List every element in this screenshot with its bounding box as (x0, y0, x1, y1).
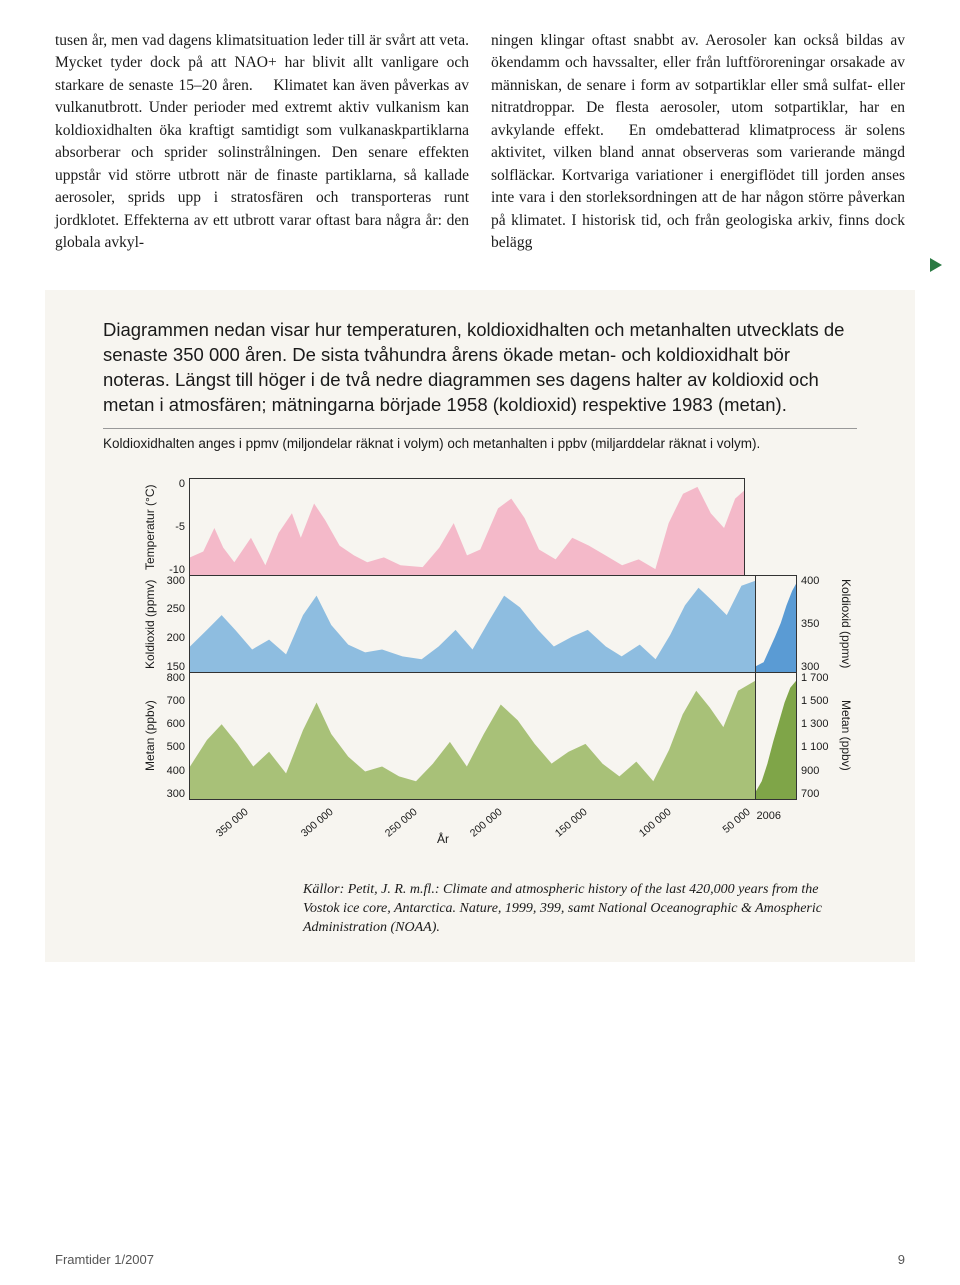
figure-block: Diagrammen nedan visar hur temperaturen,… (45, 290, 915, 963)
x-modern-year: 2006 (757, 810, 781, 822)
ch4-plot (189, 672, 755, 800)
figure-source: Källor: Petit, J. R. m.fl.: Climate and … (303, 881, 857, 938)
continue-arrow-icon (930, 258, 942, 272)
charts: Temperatur (°C) 0 -5 -10 Koldioxid (ppmv… (139, 478, 857, 846)
ch4-modern-box (755, 672, 797, 800)
figure-caption-main: Diagrammen nedan visar hur temperaturen,… (103, 318, 857, 418)
co2-yticks: 300 250 200 150 (161, 575, 189, 673)
co2-plot (189, 575, 755, 673)
ch4-right-label: Metan (ppbv) (835, 672, 857, 800)
x-ticks: 350 000 300 000 250 000 200 000 150 000 … (205, 806, 745, 818)
temp-yticks: 0 -5 -10 (161, 478, 189, 576)
footer-journal: Framtider 1/2007 (55, 1252, 154, 1267)
co2-right-ticks: 400 350 300 (797, 575, 835, 673)
temp-ylabel: Temperatur (°C) (139, 478, 161, 576)
ch4-yticks: 800 700 600 500 400 300 (161, 672, 189, 800)
x-label: År (139, 832, 747, 846)
body-text-columns: tusen år, men vad dagens klimatsituation… (55, 30, 905, 255)
page-footer: Framtider 1/2007 9 (55, 1252, 905, 1267)
column-right: ningen klingar oftast snabbt av. Aerosol… (491, 30, 905, 255)
ch4-right-ticks: 1 700 1 500 1 300 1 100 900 700 (797, 672, 835, 800)
ch4-ylabel: Metan (ppbv) (139, 672, 161, 800)
chart-co2: Koldioxid (ppmv) 300 250 200 150 400 350 (139, 575, 857, 673)
footer-page-number: 9 (898, 1252, 905, 1267)
co2-modern-box (755, 575, 797, 673)
col2-text: ningen klingar oftast snabbt av. Aerosol… (491, 30, 905, 255)
chart-temperature: Temperatur (°C) 0 -5 -10 (139, 478, 857, 576)
col1-text: tusen år, men vad dagens klimatsituation… (55, 30, 469, 255)
co2-ylabel: Koldioxid (ppmv) (139, 575, 161, 673)
column-left: tusen år, men vad dagens klimatsituation… (55, 30, 469, 255)
figure-caption-sub: Koldioxidhalten anges i ppmv (miljondela… (103, 428, 857, 453)
temp-plot (189, 478, 745, 576)
chart-ch4: Metan (ppbv) 800 700 600 500 400 300 (139, 672, 857, 800)
co2-right-label: Koldioxid (ppmv) (835, 575, 857, 673)
